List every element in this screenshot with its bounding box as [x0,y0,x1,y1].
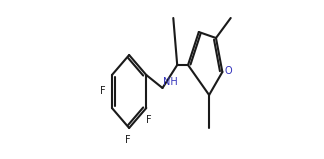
Text: O: O [224,66,232,76]
Text: F: F [146,115,152,125]
Text: NH: NH [163,77,178,87]
Text: F: F [100,86,106,96]
Text: F: F [125,135,130,145]
